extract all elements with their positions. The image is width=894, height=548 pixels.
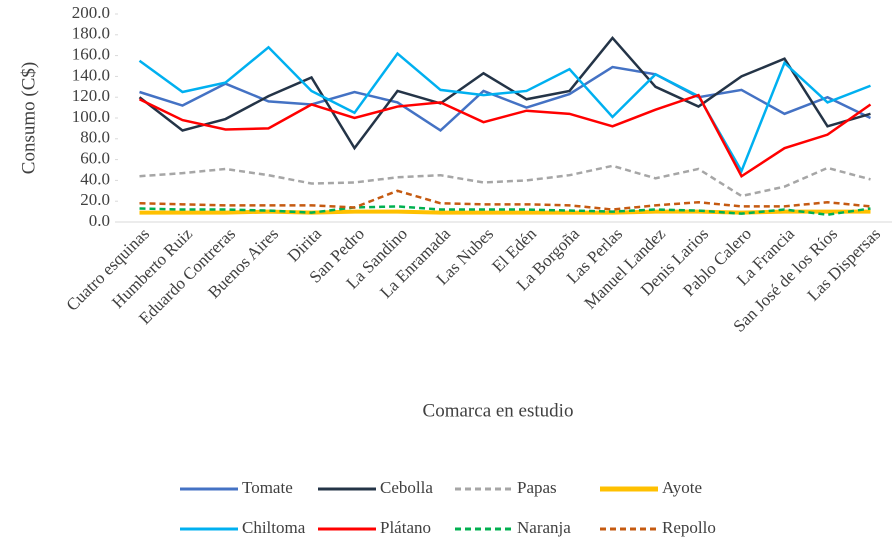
x-axis-title: Comarca en estudio <box>423 400 574 421</box>
series-line <box>139 65 872 133</box>
series-line <box>139 164 871 198</box>
legend-label: Chiltoma <box>242 518 306 537</box>
legend-label: Repollo <box>662 518 716 537</box>
y-tick-label: 100.0 <box>72 107 110 126</box>
series-line <box>138 45 871 174</box>
legend-label: Papas <box>517 478 557 497</box>
y-tick-label: 20.0 <box>80 190 110 209</box>
series-line <box>139 205 871 216</box>
y-tick-label: 80.0 <box>80 128 110 147</box>
legend-label: Naranja <box>517 518 571 537</box>
series-line <box>138 93 872 179</box>
y-tick-label: 60.0 <box>80 149 110 168</box>
series-line <box>138 35 871 151</box>
y-axis-title: Consumo (C$) <box>18 62 39 174</box>
y-tick-label: 0.0 <box>89 211 110 230</box>
y-tick-label: 40.0 <box>80 169 110 188</box>
y-tick-label: 120.0 <box>72 86 110 105</box>
y-tick-label: 140.0 <box>72 65 110 84</box>
y-tick-label: 160.0 <box>72 45 110 64</box>
legend-label: Tomate <box>242 478 293 497</box>
legend-label: Cebolla <box>380 478 433 497</box>
series-line <box>139 189 871 211</box>
y-tick-label: 180.0 <box>72 24 110 43</box>
legend-label: Plátano <box>380 518 431 537</box>
legend-label: Ayote <box>662 478 702 497</box>
series-line <box>139 209 871 215</box>
y-tick-label: 200.0 <box>72 3 110 22</box>
